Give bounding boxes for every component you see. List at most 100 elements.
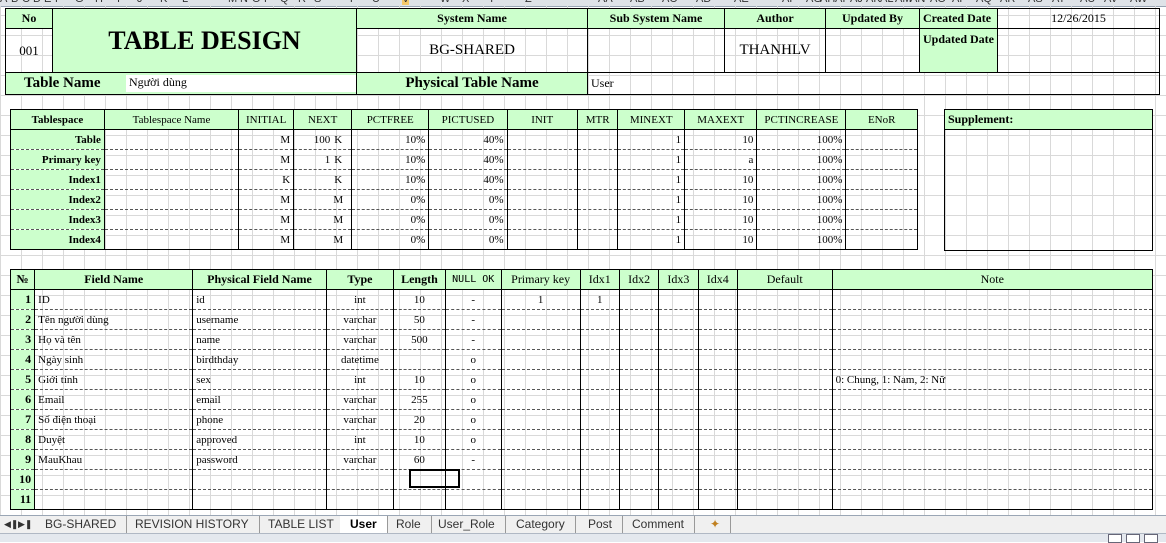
column-header-ao[interactable]: AO	[930, 0, 946, 5]
default-cell[interactable]	[736, 489, 833, 510]
primary-key-cell[interactable]: 1	[500, 289, 581, 310]
updated-date-value[interactable]	[997, 28, 1160, 73]
active-cell[interactable]	[409, 469, 460, 488]
column-header-ad[interactable]: AD	[696, 0, 711, 5]
idx3-cell[interactable]	[658, 469, 699, 490]
init-cell[interactable]	[506, 209, 578, 230]
column-header-ar[interactable]: AR	[1000, 0, 1015, 5]
minext-cell[interactable]: 1	[617, 229, 685, 250]
column-header-m[interactable]: M	[228, 0, 237, 5]
created-date-value[interactable]: 12/26/2015	[997, 8, 1160, 29]
pctincrease-cell[interactable]: 100%	[756, 229, 846, 250]
column-header-v[interactable]: V	[402, 0, 410, 5]
initial-cell[interactable]: M	[238, 189, 294, 210]
null-ok-cell[interactable]: o	[444, 429, 502, 450]
column-header-aw[interactable]: AW	[1130, 0, 1147, 5]
idx1-cell[interactable]	[579, 309, 620, 330]
default-cell[interactable]	[736, 349, 833, 370]
init-cell[interactable]	[506, 129, 578, 150]
idx4-cell[interactable]	[697, 309, 738, 330]
primary-key-cell[interactable]	[500, 489, 581, 510]
insert-sheet-icon[interactable]: ✦	[700, 516, 732, 533]
field-name-cell[interactable]: Tên người dùng	[34, 309, 193, 330]
idx2-cell[interactable]	[618, 409, 659, 430]
pctincrease-cell[interactable]: 100%	[756, 209, 846, 230]
tablespace-name-cell[interactable]	[103, 129, 239, 150]
column-header-at[interactable]: AT	[1052, 0, 1065, 5]
default-cell[interactable]	[736, 289, 833, 310]
column-header-y[interactable]: Y	[488, 0, 495, 5]
length-cell[interactable]: 10	[393, 289, 446, 310]
field-name-cell[interactable]: ID	[34, 289, 193, 310]
column-header-s[interactable]: S	[314, 0, 321, 5]
note-cell[interactable]	[831, 309, 1153, 330]
idx3-cell[interactable]	[658, 329, 699, 350]
note-cell[interactable]	[831, 349, 1153, 370]
column-header-as[interactable]: AS	[1028, 0, 1043, 5]
page-break-view-icon[interactable]	[1144, 534, 1158, 543]
enor-cell[interactable]	[845, 149, 918, 170]
minext-cell[interactable]: 1	[617, 209, 685, 230]
field-name-cell[interactable]	[34, 469, 193, 490]
field-name-cell[interactable]: Giới tính	[34, 369, 193, 390]
idx3-cell[interactable]	[658, 489, 699, 510]
default-cell[interactable]	[736, 409, 833, 430]
column-header-ak[interactable]: AK	[866, 0, 881, 5]
column-header-ah[interactable]: AH	[820, 0, 835, 5]
column-header-o[interactable]: O	[252, 0, 261, 5]
default-cell[interactable]	[736, 369, 833, 390]
null-ok-cell[interactable]: o	[444, 369, 502, 390]
physical-field-name-cell[interactable]	[192, 489, 327, 510]
sheet-tab-user-role[interactable]: User_Role	[428, 516, 506, 533]
idx1-cell[interactable]	[579, 369, 620, 390]
column-header-d[interactable]: D	[33, 0, 41, 5]
note-cell[interactable]	[831, 329, 1153, 350]
length-cell[interactable]: 60	[393, 449, 446, 470]
idx1-cell[interactable]	[579, 409, 620, 430]
idx3-cell[interactable]	[658, 369, 699, 390]
tablespace-name-cell[interactable]	[103, 189, 239, 210]
idx2-cell[interactable]	[618, 309, 659, 330]
idx4-cell[interactable]	[697, 369, 738, 390]
type-cell[interactable]: varchar	[325, 309, 394, 330]
idx2-cell[interactable]	[618, 369, 659, 390]
column-header-z[interactable]: Z	[525, 0, 532, 5]
maxext-cell[interactable]: 10	[684, 209, 757, 230]
idx3-cell[interactable]	[658, 429, 699, 450]
mtr-cell[interactable]	[576, 149, 618, 170]
pctused-cell[interactable]: 40%	[428, 169, 507, 190]
primary-key-cell[interactable]	[500, 449, 581, 470]
mtr-cell[interactable]	[576, 189, 618, 210]
next-cell[interactable]: M	[293, 229, 352, 250]
pctfree-cell[interactable]: 0%	[351, 229, 429, 250]
enor-cell[interactable]	[845, 189, 918, 210]
length-cell[interactable]: 10	[393, 429, 446, 450]
mtr-cell[interactable]	[576, 209, 618, 230]
default-cell[interactable]	[736, 389, 833, 410]
primary-key-cell[interactable]	[500, 349, 581, 370]
idx2-cell[interactable]	[618, 449, 659, 470]
sheet-tab-user[interactable]: User	[340, 516, 388, 533]
length-cell[interactable]	[393, 489, 446, 510]
length-cell[interactable]: 500	[393, 329, 446, 350]
idx1-cell[interactable]	[579, 469, 620, 490]
primary-key-cell[interactable]	[500, 409, 581, 430]
length-cell[interactable]: 20	[393, 409, 446, 430]
maxext-cell[interactable]: a	[684, 149, 757, 170]
idx3-cell[interactable]	[658, 349, 699, 370]
idx3-cell[interactable]	[658, 289, 699, 310]
idx4-cell[interactable]	[697, 289, 738, 310]
column-header-n[interactable]: N	[240, 0, 248, 5]
field-name-cell[interactable]	[34, 489, 193, 510]
first-sheet-icon[interactable]: ◀❚	[4, 519, 19, 529]
pctused-cell[interactable]: 0%	[428, 209, 507, 230]
type-cell[interactable]: varchar	[325, 409, 394, 430]
column-header-an[interactable]: AN	[910, 0, 925, 5]
mtr-cell[interactable]	[576, 129, 618, 150]
minext-cell[interactable]: 1	[617, 169, 685, 190]
column-header-u[interactable]: U	[372, 0, 380, 5]
null-ok-cell[interactable]: o	[444, 389, 502, 410]
initial-cell[interactable]: K	[238, 169, 294, 190]
pctfree-cell[interactable]: 0%	[351, 189, 429, 210]
